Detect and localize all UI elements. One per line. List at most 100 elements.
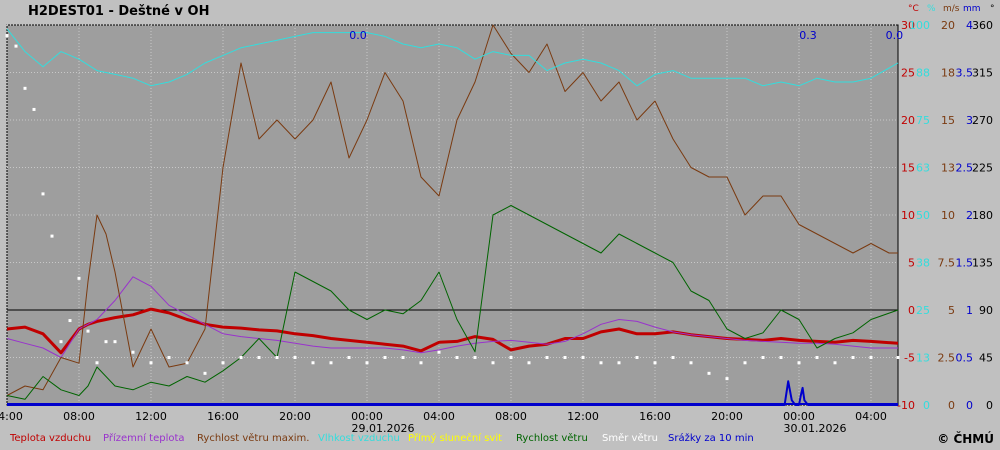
- wind-direction-point: [383, 356, 387, 359]
- wind-direction-point: [527, 361, 531, 365]
- wind-direction-point: [5, 34, 9, 38]
- y-tick-label-direction: 0: [986, 399, 993, 412]
- wind-direction-point: [545, 356, 549, 359]
- y-tick-label-precip: 3: [966, 114, 973, 127]
- y-tick-label-temp: -10: [897, 399, 915, 412]
- x-tick-label: 08:00: [63, 410, 95, 423]
- wind-direction-point: [149, 361, 153, 365]
- unit-label: m/s: [943, 4, 960, 14]
- y-tick-label-direction: 225: [972, 162, 993, 175]
- wind-direction-point: [221, 361, 225, 365]
- y-tick-label-temp: 20: [901, 114, 915, 127]
- y-tick-label-temp: 30: [901, 19, 915, 32]
- series-line: [6, 28, 899, 87]
- y-tick-label-humidity: 88: [916, 67, 930, 80]
- wind-direction-point: [869, 356, 873, 359]
- y-tick-label-wind: 15: [941, 114, 955, 127]
- y-tick-label-direction: 360: [972, 19, 993, 32]
- x-tick-label: 16:00: [207, 410, 239, 423]
- y-tick-label-direction: 180: [972, 209, 993, 222]
- y-tick-label-humidity: 38: [916, 257, 930, 270]
- wind-direction-point: [743, 361, 747, 365]
- series-line: [6, 24, 898, 396]
- wind-direction-point: [131, 350, 135, 354]
- plot-area: [6, 24, 899, 406]
- y-tick-label-precip: 1: [966, 304, 973, 317]
- unit-label: mm: [963, 4, 981, 14]
- wind-direction-point: [275, 356, 279, 359]
- y-tick-label-temp: -5: [904, 352, 915, 365]
- y-tick-label-wind: 2.5: [938, 352, 956, 365]
- precip-total-label: 0.0: [886, 29, 904, 42]
- wind-direction-point: [365, 361, 369, 365]
- wind-direction-point: [257, 356, 261, 359]
- x-tick-label: 04:00: [0, 410, 23, 423]
- y-tick-label-humidity: 0: [923, 399, 930, 412]
- wind-direction-point: [95, 361, 99, 365]
- wind-direction-point: [599, 361, 603, 365]
- series-line: [6, 307, 899, 355]
- wind-direction-point: [761, 356, 765, 359]
- y-tick-label-wind: 7.5: [938, 257, 956, 270]
- wind-direction-point: [797, 361, 801, 365]
- y-tick-label-temp: 15: [901, 162, 915, 175]
- page-title: H2DEST01 - Deštné v OH: [28, 4, 210, 19]
- wind-direction-point: [671, 356, 675, 359]
- y-tick-label-humidity: 63: [916, 162, 930, 175]
- wind-direction-point: [725, 377, 729, 381]
- legend-item: Přímý sluneční svit: [408, 433, 503, 444]
- wind-direction-point: [23, 86, 27, 90]
- wind-direction-point: [50, 234, 54, 238]
- y-tick-label-direction: 270: [972, 114, 993, 127]
- wind-direction-point: [401, 356, 405, 359]
- wind-direction-point: [77, 276, 81, 280]
- wind-direction-point: [68, 319, 72, 323]
- y-tick-label-precip: 1.5: [956, 257, 974, 270]
- y-tick-label-temp: 25: [901, 67, 915, 80]
- wind-direction-point: [293, 356, 297, 359]
- y-tick-label-wind: 18: [941, 67, 955, 80]
- wind-direction-point: [653, 361, 657, 365]
- precip-total-label: 0.3: [799, 29, 817, 42]
- unit-label: %: [927, 4, 936, 14]
- wind-direction-point: [14, 44, 18, 48]
- wind-direction-point: [851, 356, 855, 359]
- wind-direction-point: [203, 371, 207, 375]
- wind-direction-point: [617, 361, 621, 365]
- legend-item: Směr větru: [602, 433, 658, 444]
- y-tick-label-humidity: 100: [909, 19, 930, 32]
- legend-item: Teplota vzduchu: [10, 433, 92, 444]
- y-tick-label-temp: 5: [908, 257, 915, 270]
- y-tick-label-precip: 3.5: [956, 67, 974, 80]
- y-tick-label-direction: 315: [972, 67, 993, 80]
- wind-direction-point: [779, 356, 783, 359]
- wind-direction-point: [509, 356, 513, 359]
- wind-direction-point: [185, 361, 189, 365]
- legend-item: Přízemní teplota: [103, 433, 185, 444]
- x-tick-label: 08:00: [495, 410, 527, 423]
- unit-label: °: [990, 4, 995, 14]
- date-label: 29.01.2026: [352, 422, 415, 435]
- x-tick-label: 12:00: [567, 410, 599, 423]
- y-tick-label-direction: 45: [979, 352, 993, 365]
- wind-direction-point: [329, 361, 333, 365]
- wind-direction-point: [59, 340, 63, 344]
- unit-label: °C: [908, 4, 919, 14]
- y-tick-label-humidity: 13: [916, 352, 930, 365]
- x-tick-label: 04:00: [423, 410, 455, 423]
- x-tick-label: 20:00: [279, 410, 311, 423]
- wind-direction-point: [689, 361, 693, 365]
- y-tick-label-precip: 4: [966, 19, 973, 32]
- legend-item: Vlhkost vzduchu: [318, 433, 400, 444]
- legend-item: Srážky za 10 min: [668, 433, 754, 444]
- copyright: © ČHMÚ: [937, 432, 994, 446]
- x-tick-label: 16:00: [639, 410, 671, 423]
- y-tick-label-humidity: 25: [916, 304, 930, 317]
- precip-total-label: 0.0: [349, 29, 367, 42]
- wind-direction-point: [707, 371, 711, 375]
- wind-direction-point: [437, 350, 441, 354]
- x-tick-label: 00:00: [351, 410, 383, 423]
- wind-direction-point: [32, 107, 36, 111]
- wind-direction-point: [104, 340, 108, 344]
- y-tick-label-wind: 0: [948, 399, 955, 412]
